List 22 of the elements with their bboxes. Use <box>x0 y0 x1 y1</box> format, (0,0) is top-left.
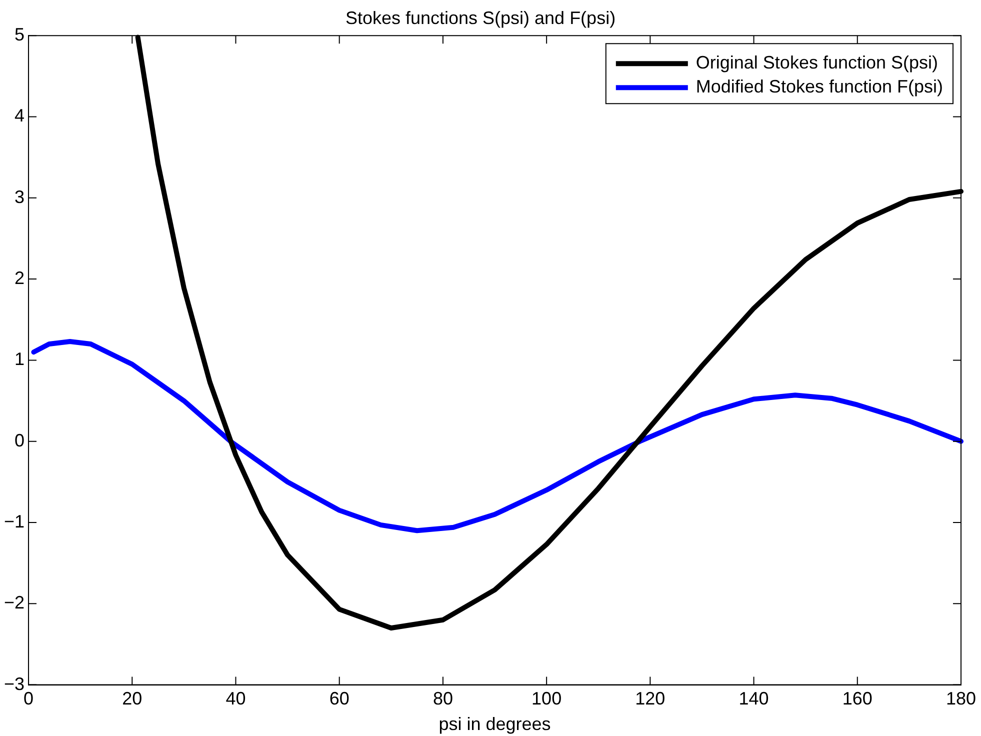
y-tick-label: −3 <box>4 674 25 694</box>
x-tick-label: 120 <box>635 688 666 709</box>
x-tick-label: 80 <box>432 688 453 709</box>
y-tick-label: 0 <box>14 430 25 450</box>
chart-title: Stokes functions S(psi) and F(psi) <box>345 8 616 28</box>
x-tick-label: 20 <box>122 688 142 709</box>
legend-label: Modified Stokes function F(psi) <box>696 76 944 97</box>
y-tick-label: 4 <box>14 106 25 126</box>
x-tick-label: 60 <box>329 688 350 709</box>
y-tick-label: 1 <box>14 349 25 370</box>
x-tick-label: 180 <box>946 688 976 709</box>
x-tick-label: 40 <box>226 688 246 709</box>
x-tick-label: 100 <box>532 688 562 709</box>
x-tick-label: 140 <box>738 688 769 709</box>
y-tick-label: −1 <box>4 511 25 532</box>
y-tick-label: 5 <box>14 24 25 45</box>
y-tick-label: −2 <box>4 592 25 613</box>
x-tick-label: 160 <box>842 688 872 709</box>
x-axis-title: psi in degrees <box>438 714 551 734</box>
legend-label: Original Stokes function S(psi) <box>696 52 938 73</box>
y-tick-label: 3 <box>14 186 25 207</box>
y-tick-label: 2 <box>14 268 25 288</box>
